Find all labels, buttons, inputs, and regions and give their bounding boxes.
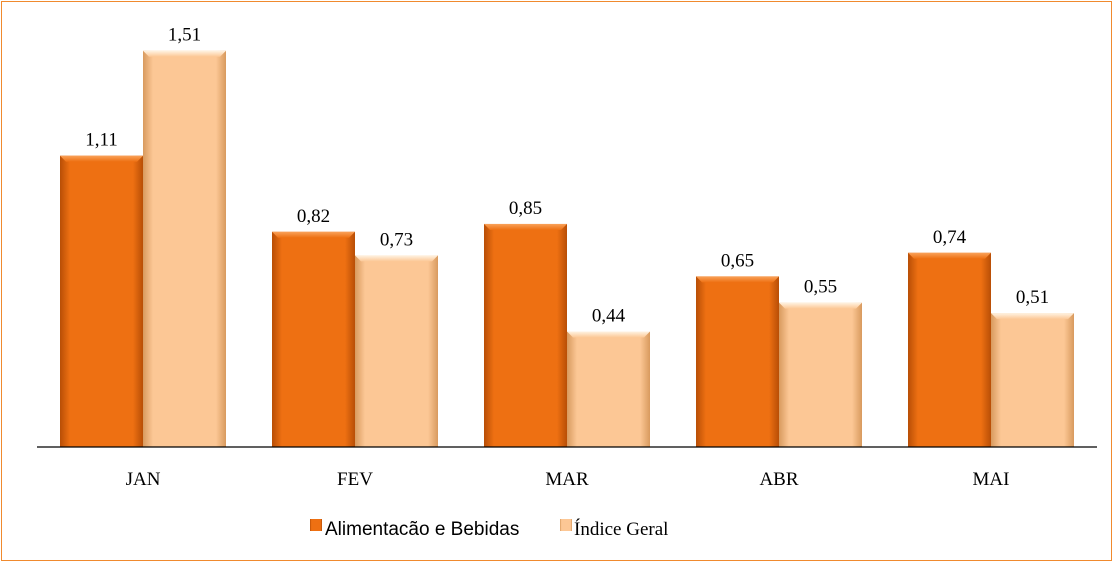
bar-cap-indice-geral-abr	[779, 302, 862, 309]
data-label-indice-geral-jan: 1,51	[168, 25, 201, 46]
bar-alimentacao-mai	[908, 252, 991, 447]
bars-layer	[60, 50, 1074, 448]
bar-chart: 1,11 1,51 JAN 0,82 0,73 FEV 0,85 0,44 MAR 0,65 0,5…	[37, 25, 1097, 540]
x-tick-label-mai: MAI	[973, 469, 1010, 490]
bar-indice-geral-jan	[143, 50, 226, 448]
legend-label-indice-geral: Índice Geral	[574, 518, 668, 540]
data-label-alimentacao-jan: 1,11	[85, 130, 118, 151]
bar-indice-geral-mar	[567, 331, 650, 447]
bar-indice-geral-fev	[355, 255, 438, 447]
bar-cap-indice-geral-fev	[355, 255, 438, 262]
bar-cap-alimentacao-mai	[908, 252, 991, 259]
data-label-alimentacao-abr: 0,65	[721, 250, 754, 271]
bar-alimentacao-jan	[60, 155, 143, 447]
bar-cap-indice-geral-jan	[143, 50, 226, 57]
legend-label-alimentacao: Alimentacão e Bebidas	[325, 519, 519, 540]
data-label-alimentacao-mar: 0,85	[509, 198, 542, 219]
labels-layer: 1,11 1,51 JAN 0,82 0,73 FEV 0,85 0,44 MAR 0,65 0,5…	[85, 25, 1049, 490]
bar-cap-indice-geral-mar	[567, 331, 650, 338]
bar-indice-geral-mai	[991, 313, 1074, 447]
x-tick-label-mar: MAR	[545, 469, 589, 490]
data-label-indice-geral-fev: 0,73	[380, 229, 413, 250]
bar-alimentacao-fev	[272, 231, 355, 447]
legend: Alimentacão e Bebidas Índice Geral	[310, 518, 668, 540]
legend-swatch-indice-geral	[560, 519, 572, 531]
bar-alimentacao-mar	[484, 223, 567, 447]
bar-cap-alimentacao-jan	[60, 155, 143, 162]
bar-cap-alimentacao-abr	[696, 276, 779, 283]
data-label-alimentacao-mai: 0,74	[933, 227, 967, 248]
legend-swatch-alimentacao	[310, 519, 322, 531]
bar-alimentacao-abr	[696, 276, 779, 447]
bar-cap-alimentacao-mar	[484, 223, 567, 230]
data-label-alimentacao-fev: 0,82	[297, 206, 330, 227]
data-label-indice-geral-mai: 0,51	[1016, 287, 1049, 308]
x-tick-label-jan: JAN	[126, 469, 161, 490]
data-label-indice-geral-abr: 0,55	[804, 277, 837, 298]
x-tick-label-fev: FEV	[337, 469, 373, 490]
data-label-indice-geral-mar: 0,44	[592, 306, 626, 327]
bar-cap-alimentacao-fev	[272, 231, 355, 238]
bar-cap-indice-geral-mai	[991, 313, 1074, 320]
x-tick-label-abr: ABR	[759, 469, 798, 490]
bar-indice-geral-abr	[779, 302, 862, 447]
